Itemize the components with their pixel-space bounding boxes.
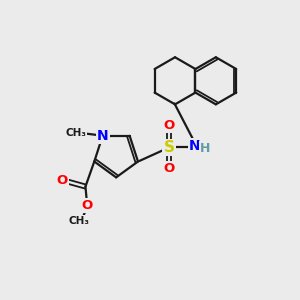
Text: H: H [200,142,210,155]
Text: O: O [163,119,175,132]
Text: N: N [97,129,109,143]
Text: O: O [81,199,93,212]
Text: O: O [57,174,68,187]
Text: CH₃: CH₃ [68,216,89,226]
Text: CH₃: CH₃ [66,128,87,139]
Text: S: S [164,140,174,155]
Text: O: O [163,162,175,176]
Text: N: N [189,139,200,153]
